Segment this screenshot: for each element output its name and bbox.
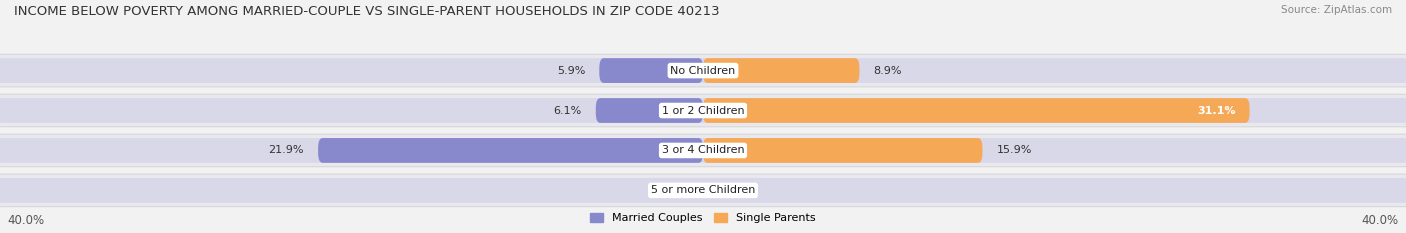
FancyBboxPatch shape	[0, 54, 1406, 87]
FancyBboxPatch shape	[0, 138, 1406, 163]
FancyBboxPatch shape	[703, 58, 859, 83]
Text: 40.0%: 40.0%	[7, 214, 44, 227]
Text: Source: ZipAtlas.com: Source: ZipAtlas.com	[1281, 5, 1392, 15]
Text: INCOME BELOW POVERTY AMONG MARRIED-COUPLE VS SINGLE-PARENT HOUSEHOLDS IN ZIP COD: INCOME BELOW POVERTY AMONG MARRIED-COUPL…	[14, 5, 720, 18]
Text: 0.0%: 0.0%	[717, 185, 745, 195]
FancyBboxPatch shape	[0, 134, 1406, 167]
Text: 15.9%: 15.9%	[997, 145, 1032, 155]
Text: No Children: No Children	[671, 65, 735, 75]
Legend: Married Couples, Single Parents: Married Couples, Single Parents	[586, 208, 820, 227]
Text: 40.0%: 40.0%	[1362, 214, 1399, 227]
FancyBboxPatch shape	[703, 138, 983, 163]
FancyBboxPatch shape	[0, 174, 1406, 207]
Text: 31.1%: 31.1%	[1197, 106, 1236, 116]
FancyBboxPatch shape	[596, 98, 703, 123]
FancyBboxPatch shape	[703, 98, 1250, 123]
Text: 6.1%: 6.1%	[554, 106, 582, 116]
Text: 21.9%: 21.9%	[269, 145, 304, 155]
FancyBboxPatch shape	[0, 98, 1406, 123]
Text: 0.0%: 0.0%	[661, 185, 689, 195]
FancyBboxPatch shape	[0, 178, 1406, 203]
FancyBboxPatch shape	[0, 94, 1406, 127]
Text: 1 or 2 Children: 1 or 2 Children	[662, 106, 744, 116]
Text: 3 or 4 Children: 3 or 4 Children	[662, 145, 744, 155]
FancyBboxPatch shape	[599, 58, 703, 83]
Text: 5.9%: 5.9%	[557, 65, 585, 75]
FancyBboxPatch shape	[318, 138, 703, 163]
FancyBboxPatch shape	[0, 58, 1406, 83]
Text: 5 or more Children: 5 or more Children	[651, 185, 755, 195]
Text: 8.9%: 8.9%	[873, 65, 903, 75]
